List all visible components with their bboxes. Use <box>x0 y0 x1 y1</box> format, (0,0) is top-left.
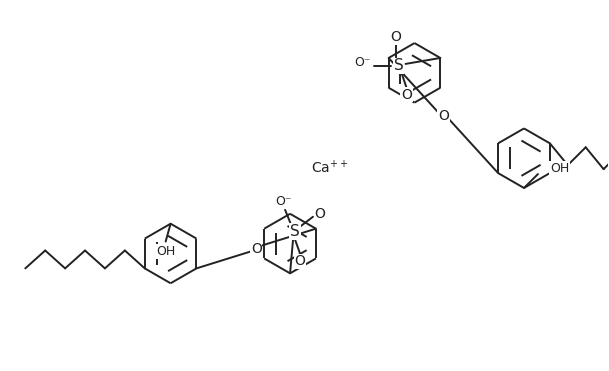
Text: OH: OH <box>550 162 569 175</box>
Text: Ca$^{++}$: Ca$^{++}$ <box>311 160 348 177</box>
Text: S: S <box>290 224 300 239</box>
Text: O⁻: O⁻ <box>275 196 291 209</box>
Text: OH: OH <box>156 245 175 258</box>
Text: O: O <box>295 255 306 269</box>
Text: O: O <box>390 30 401 44</box>
Text: O: O <box>401 88 412 102</box>
Text: O: O <box>314 207 325 221</box>
Text: O: O <box>438 109 449 122</box>
Text: O: O <box>251 242 262 256</box>
Text: S: S <box>393 58 403 73</box>
Text: O⁻: O⁻ <box>354 56 371 69</box>
